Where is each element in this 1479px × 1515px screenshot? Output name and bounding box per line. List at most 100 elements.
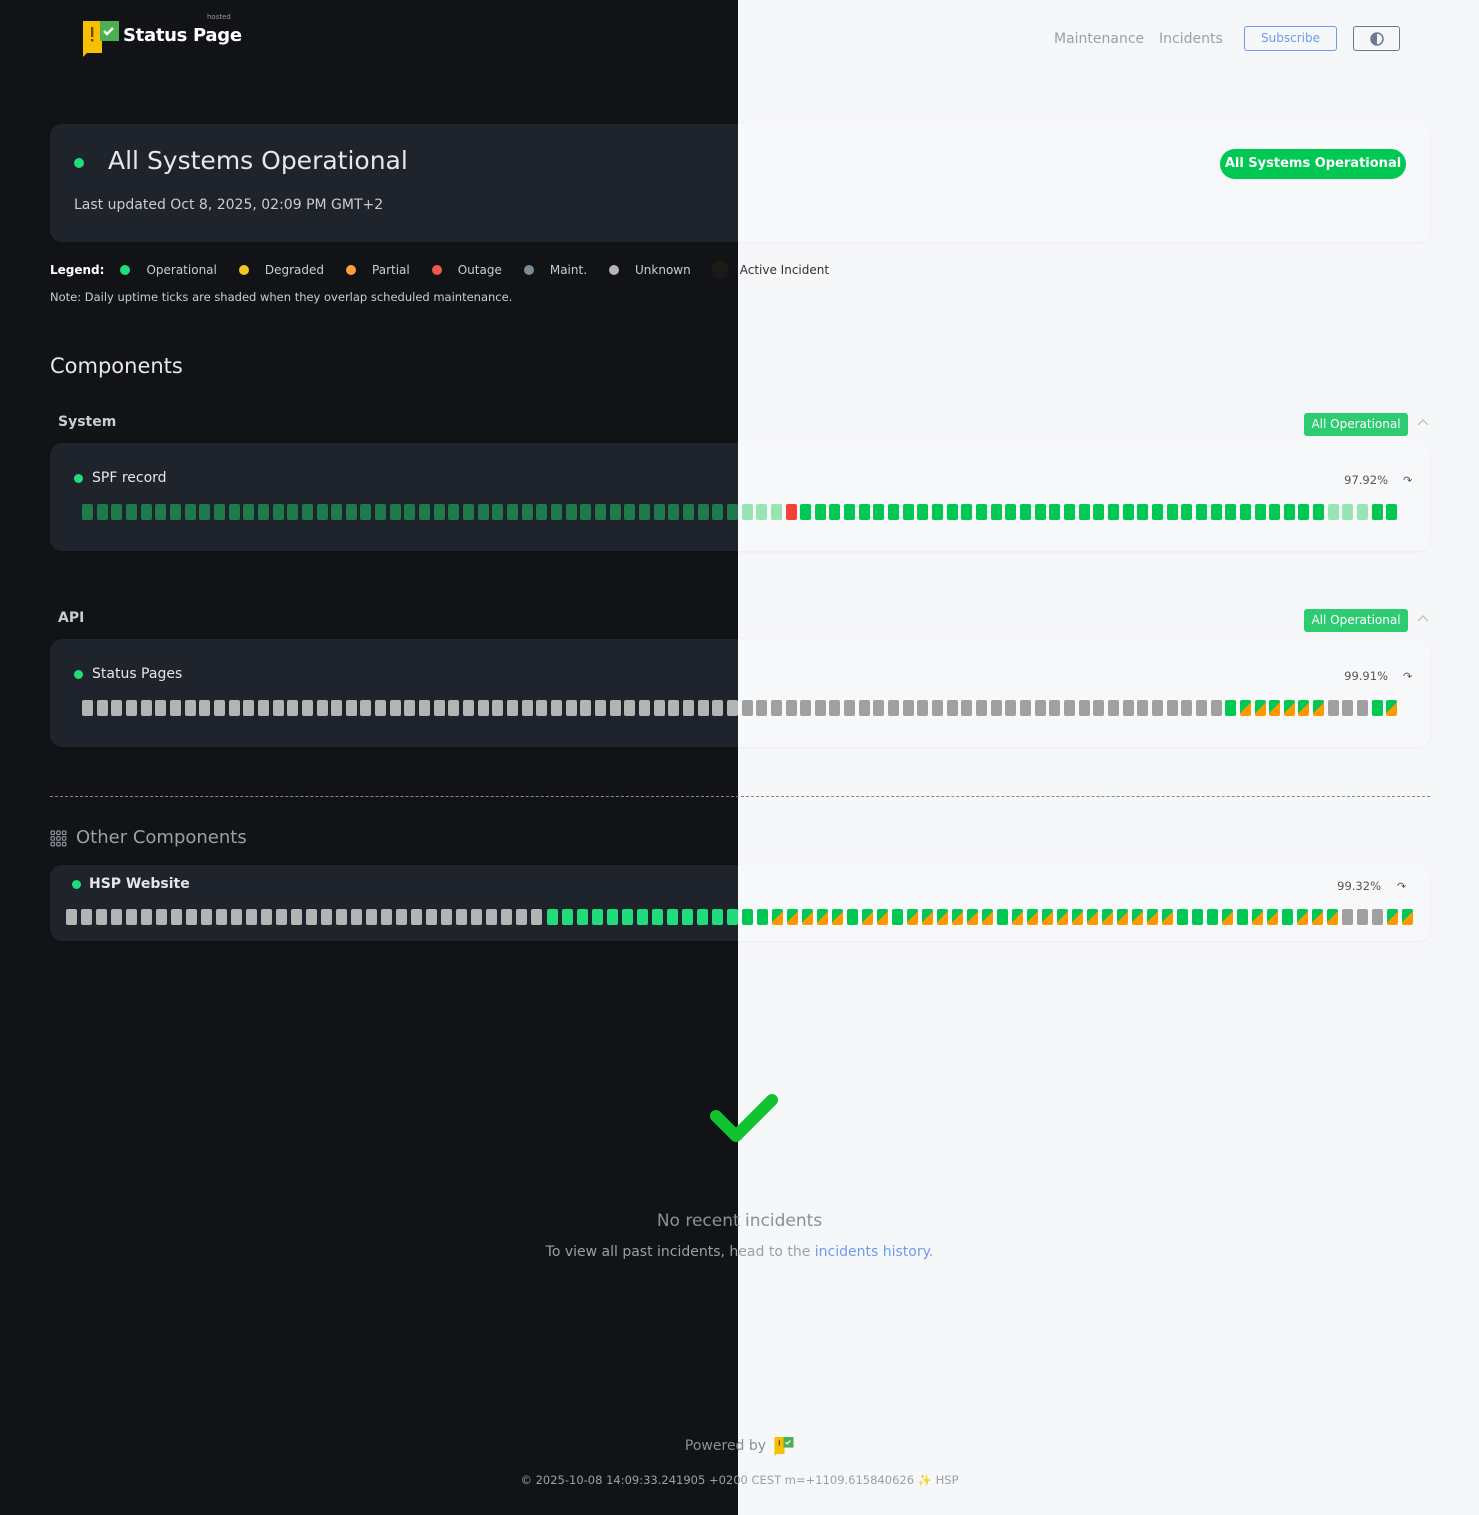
- uptime-tick-unknown[interactable]: [800, 700, 812, 716]
- uptime-tick-partial[interactable]: [1298, 700, 1310, 716]
- uptime-tick-partial[interactable]: [1387, 909, 1399, 925]
- uptime-tick-op[interactable]: [1078, 504, 1090, 520]
- uptime-tick-unknown[interactable]: [844, 700, 856, 716]
- uptime-tick-shaded[interactable]: [741, 504, 753, 520]
- uptime-tick-partial[interactable]: [1402, 909, 1414, 925]
- uptime-tick-unknown[interactable]: [1020, 700, 1031, 716]
- uptime-tick-shaded[interactable]: [257, 504, 269, 520]
- uptime-tick-shaded[interactable]: [301, 504, 313, 520]
- uptime-tick-unknown[interactable]: [492, 700, 504, 716]
- uptime-tick-shaded[interactable]: [243, 504, 255, 520]
- uptime-tick-unknown[interactable]: [814, 700, 826, 716]
- uptime-tick-partial[interactable]: [1267, 909, 1279, 925]
- uptime-tick-partial[interactable]: [1087, 909, 1099, 925]
- uptime-tick-op[interactable]: [1225, 504, 1237, 520]
- uptime-tick-shaded[interactable]: [169, 504, 181, 520]
- uptime-tick-shaded[interactable]: [82, 504, 93, 520]
- uptime-tick-shaded[interactable]: [331, 504, 343, 520]
- uptime-tick-shaded[interactable]: [697, 504, 709, 520]
- uptime-tick-shaded[interactable]: [316, 504, 328, 520]
- uptime-tick-unknown[interactable]: [1166, 700, 1178, 716]
- uptime-tick-shaded[interactable]: [726, 504, 738, 520]
- uptime-tick-unknown[interactable]: [638, 700, 650, 716]
- uptime-tick-partial[interactable]: [1042, 909, 1054, 925]
- uptime-tick-partial[interactable]: [1132, 909, 1144, 925]
- uptime-tick-unknown[interactable]: [360, 700, 372, 716]
- uptime-tick-unknown[interactable]: [1107, 700, 1119, 716]
- uptime-tick-op[interactable]: [1166, 504, 1178, 520]
- uptime-tick-op[interactable]: [1313, 504, 1325, 520]
- uptime-tick-unknown[interactable]: [351, 909, 363, 925]
- uptime-tick-shaded[interactable]: [375, 504, 387, 520]
- uptime-tick-unknown[interactable]: [536, 700, 548, 716]
- uptime-tick-op[interactable]: [606, 909, 618, 925]
- uptime-tick-unknown[interactable]: [169, 700, 181, 716]
- uptime-tick-shaded[interactable]: [477, 504, 489, 520]
- uptime-tick-unknown[interactable]: [976, 700, 988, 716]
- uptime-tick-partial[interactable]: [1327, 909, 1339, 925]
- uptime-tick-unknown[interactable]: [316, 700, 328, 716]
- uptime-tick-partial[interactable]: [1147, 909, 1159, 925]
- uptime-tick-partial[interactable]: [921, 909, 933, 925]
- uptime-tick-unknown[interactable]: [126, 909, 138, 925]
- uptime-tick-partial[interactable]: [1011, 909, 1023, 925]
- uptime-tick-unknown[interactable]: [419, 700, 431, 716]
- uptime-tick-unknown[interactable]: [873, 700, 885, 716]
- uptime-tick-op[interactable]: [711, 909, 723, 925]
- uptime-tick-unknown[interactable]: [96, 700, 108, 716]
- uptime-tick-partial[interactable]: [1297, 909, 1309, 925]
- uptime-tick-partial[interactable]: [1057, 909, 1069, 925]
- uptime-tick-shaded[interactable]: [389, 504, 401, 520]
- uptime-tick-unknown[interactable]: [243, 700, 255, 716]
- uptime-tick-op[interactable]: [1034, 504, 1046, 520]
- uptime-tick-unknown[interactable]: [433, 700, 445, 716]
- uptime-tick-unknown[interactable]: [580, 700, 592, 716]
- uptime-tick-unknown[interactable]: [1137, 700, 1149, 716]
- uptime-tick-partial[interactable]: [816, 909, 828, 925]
- uptime-tick-unknown[interactable]: [246, 909, 258, 925]
- uptime-tick-op[interactable]: [1210, 504, 1222, 520]
- uptime-tick-unknown[interactable]: [463, 700, 475, 716]
- uptime-tick-partial[interactable]: [876, 909, 888, 925]
- uptime-tick-shaded[interactable]: [756, 504, 768, 520]
- uptime-tick-unknown[interactable]: [770, 700, 782, 716]
- uptime-tick-op[interactable]: [1283, 504, 1295, 520]
- uptime-tick-unknown[interactable]: [990, 700, 1002, 716]
- uptime-tick-op[interactable]: [1063, 504, 1075, 520]
- uptime-tick-partial[interactable]: [936, 909, 948, 925]
- uptime-tick-partial[interactable]: [1117, 909, 1129, 925]
- uptime-tick-unknown[interactable]: [375, 700, 387, 716]
- uptime-tick-unknown[interactable]: [411, 909, 423, 925]
- uptime-tick-unknown[interactable]: [682, 700, 694, 716]
- uptime-tick-unknown[interactable]: [155, 700, 167, 716]
- brand-name[interactable]: Status Page: [123, 25, 242, 46]
- incidents-history-link[interactable]: incidents history: [814, 1244, 929, 1260]
- uptime-tick-shaded[interactable]: [492, 504, 504, 520]
- uptime-tick-partial[interactable]: [966, 909, 978, 925]
- uptime-tick-unknown[interactable]: [201, 909, 213, 925]
- uptime-tick-outage[interactable]: [785, 504, 797, 520]
- uptime-tick-unknown[interactable]: [1327, 700, 1339, 716]
- uptime-tick-op[interactable]: [814, 504, 826, 520]
- uptime-tick-unknown[interactable]: [125, 700, 137, 716]
- uptime-tick-op[interactable]: [996, 909, 1008, 925]
- uptime-tick-unknown[interactable]: [276, 909, 288, 925]
- uptime-tick-unknown[interactable]: [96, 909, 108, 925]
- uptime-tick-op[interactable]: [858, 504, 870, 520]
- uptime-tick-shaded[interactable]: [404, 504, 416, 520]
- uptime-tick-unknown[interactable]: [1210, 700, 1222, 716]
- uptime-tick-unknown[interactable]: [756, 700, 768, 716]
- uptime-tick-unknown[interactable]: [471, 909, 483, 925]
- chevron-up-icon[interactable]: [1417, 613, 1429, 625]
- subscribe-button[interactable]: Subscribe: [1244, 26, 1337, 51]
- uptime-tick-unknown[interactable]: [171, 909, 183, 925]
- uptime-tick-unknown[interactable]: [1357, 909, 1369, 925]
- uptime-tick-unknown[interactable]: [306, 909, 318, 925]
- uptime-tick-unknown[interactable]: [381, 909, 393, 925]
- uptime-tick-unknown[interactable]: [531, 909, 543, 925]
- uptime-tick-unknown[interactable]: [1049, 700, 1061, 716]
- uptime-tick-unknown[interactable]: [1195, 700, 1207, 716]
- uptime-tick-partial[interactable]: [1252, 909, 1264, 925]
- uptime-tick-partial[interactable]: [771, 909, 783, 925]
- uptime-tick-shaded[interactable]: [712, 504, 724, 520]
